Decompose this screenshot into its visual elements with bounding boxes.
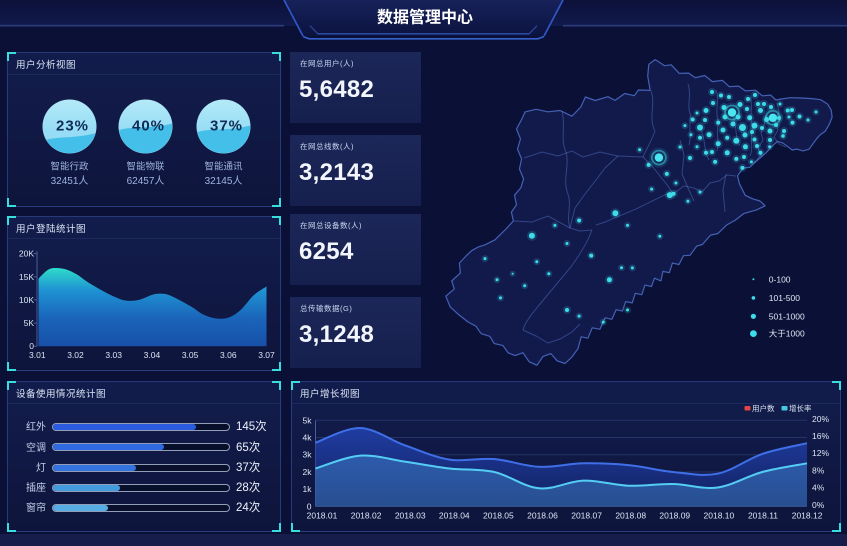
svg-text:大于1000: 大于1000 bbox=[769, 329, 805, 339]
svg-text:3.03: 3.03 bbox=[105, 350, 122, 360]
svg-text:23%: 23% bbox=[56, 117, 89, 134]
svg-text:4%: 4% bbox=[812, 483, 825, 493]
svg-text:5k: 5k bbox=[303, 415, 313, 425]
svg-text:2018.09: 2018.09 bbox=[659, 510, 690, 520]
svg-text:2018.12: 2018.12 bbox=[792, 510, 823, 520]
svg-text:3.07: 3.07 bbox=[258, 350, 275, 360]
svg-text:32451人: 32451人 bbox=[51, 175, 89, 187]
svg-text:2018.06: 2018.06 bbox=[527, 510, 558, 520]
svg-text:10K: 10K bbox=[19, 295, 34, 305]
svg-text:3.05: 3.05 bbox=[182, 350, 199, 360]
svg-text:8%: 8% bbox=[812, 466, 825, 476]
svg-text:1k: 1k bbox=[303, 484, 313, 494]
svg-text:62457人: 62457人 bbox=[127, 175, 165, 187]
svg-text:2018.07: 2018.07 bbox=[571, 510, 602, 520]
svg-text:2018.08: 2018.08 bbox=[615, 510, 646, 520]
svg-text:0%: 0% bbox=[812, 500, 825, 510]
svg-text:智能通讯: 智能通讯 bbox=[204, 160, 243, 172]
svg-text:501-1000: 501-1000 bbox=[769, 311, 805, 321]
svg-text:用户数: 用户数 bbox=[752, 403, 775, 413]
svg-text:智能行政: 智能行政 bbox=[50, 160, 89, 172]
svg-text:32145人: 32145人 bbox=[205, 175, 243, 187]
svg-text:2018.04: 2018.04 bbox=[439, 510, 470, 520]
svg-text:3.02: 3.02 bbox=[67, 350, 84, 360]
svg-text:20K: 20K bbox=[19, 249, 34, 259]
svg-text:2018.02: 2018.02 bbox=[351, 510, 382, 520]
svg-text:3.04: 3.04 bbox=[144, 350, 161, 360]
svg-text:20%: 20% bbox=[812, 414, 829, 424]
svg-text:40%: 40% bbox=[132, 117, 165, 134]
svg-text:2018.11: 2018.11 bbox=[748, 510, 778, 520]
svg-text:101-500: 101-500 bbox=[769, 293, 800, 303]
svg-text:数据管理中心: 数据管理中心 bbox=[377, 8, 473, 27]
svg-text:0: 0 bbox=[307, 501, 312, 511]
svg-text:增长率: 增长率 bbox=[789, 403, 812, 413]
svg-text:2018.01: 2018.01 bbox=[307, 510, 338, 520]
svg-text:16%: 16% bbox=[812, 431, 829, 441]
svg-text:2018.03: 2018.03 bbox=[395, 510, 426, 520]
svg-text:0: 0 bbox=[29, 341, 34, 351]
svg-text:37%: 37% bbox=[210, 117, 243, 134]
svg-text:2k: 2k bbox=[303, 467, 313, 477]
svg-text:2018.10: 2018.10 bbox=[704, 510, 735, 520]
svg-text:3k: 3k bbox=[303, 450, 313, 460]
svg-text:12%: 12% bbox=[812, 448, 829, 458]
svg-text:智能物联: 智能物联 bbox=[126, 160, 165, 172]
svg-text:15K: 15K bbox=[19, 272, 34, 282]
svg-text:2018.05: 2018.05 bbox=[483, 510, 514, 520]
svg-text:4k: 4k bbox=[303, 433, 313, 443]
svg-text:0-100: 0-100 bbox=[769, 274, 791, 284]
svg-text:3.01: 3.01 bbox=[29, 350, 46, 360]
svg-text:5K: 5K bbox=[24, 318, 35, 328]
svg-text:3.06: 3.06 bbox=[220, 350, 237, 360]
